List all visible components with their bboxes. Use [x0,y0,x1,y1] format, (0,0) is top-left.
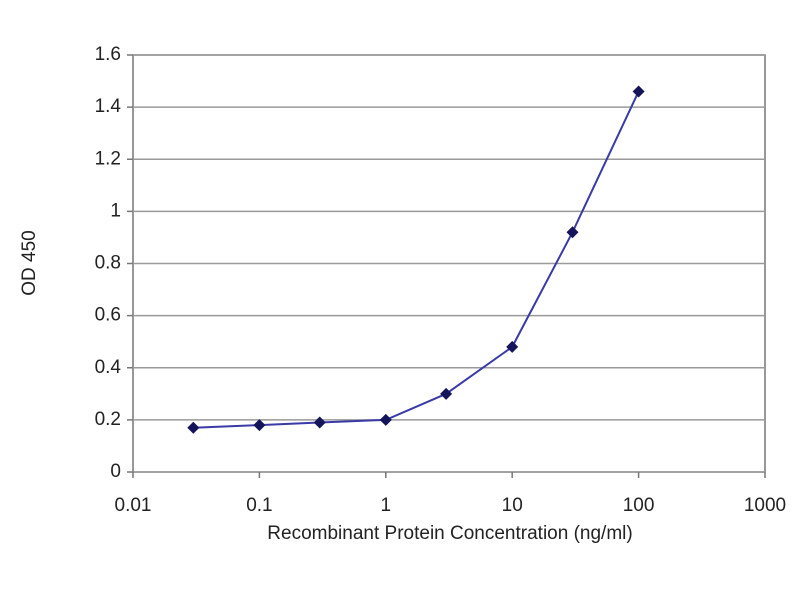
y-tick-label: 0.8 [95,253,121,274]
data-point [506,340,519,353]
y-tick-label: 0.6 [95,305,121,326]
data-point [253,419,266,432]
x-tick-label: 0.1 [246,495,272,516]
x-axis-label: Recombinant Protein Concentration (ng/ml… [267,523,632,544]
y-tick-label: 1.2 [95,148,121,169]
y-tick-label: 1.6 [95,44,121,65]
x-tick-label: 0.01 [115,495,152,516]
data-point [379,413,392,426]
y-tick-label: 1.4 [95,96,122,117]
y-tick-label: 0.4 [95,357,122,378]
y-tick-label: 0 [110,461,121,482]
data-point [187,421,200,434]
x-tick-label: 1000 [744,495,786,516]
data-point [566,226,579,239]
data-point [440,387,453,400]
y-tick-label: 0.2 [95,409,121,430]
y-tick-label: 1 [110,200,121,221]
data-point [313,416,326,429]
data-point [632,85,645,98]
x-tick-label: 100 [623,495,655,516]
x-tick-label: 1 [381,495,392,516]
y-axis-label: OD 450 [19,230,40,295]
x-tick-label: 10 [502,495,523,516]
data-line [193,91,640,429]
